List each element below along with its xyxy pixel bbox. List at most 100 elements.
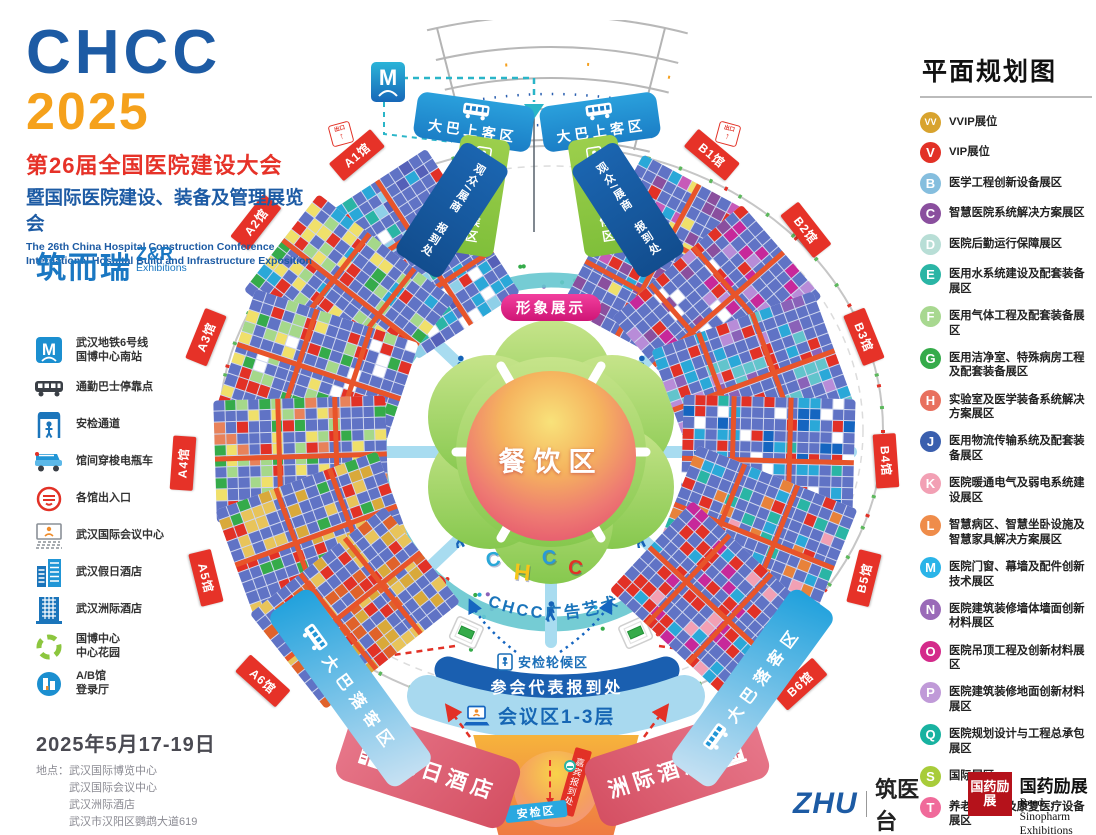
- booth: [364, 429, 375, 441]
- facility-label: 武汉假日酒店: [76, 566, 142, 579]
- booth: [363, 396, 374, 407]
- facility-label: 国博中心 中心花园: [76, 633, 120, 659]
- booth: [706, 395, 718, 406]
- security-wait-bottom: 安检轮候区: [497, 652, 588, 671]
- zone-badge-G: G: [920, 347, 941, 369]
- address-line: 武汉国际博览中心: [69, 765, 157, 777]
- zone-badge-N: N: [920, 598, 941, 620]
- legend-item-F: F 医用气体工程及配套装备展区: [920, 305, 1092, 338]
- booth: [694, 428, 705, 439]
- booth: [842, 488, 854, 499]
- booth: [238, 467, 250, 478]
- booth: [773, 464, 785, 475]
- booth: [363, 418, 375, 430]
- booth: [284, 465, 296, 477]
- conference-area-text: 会议区1-3层: [498, 707, 616, 728]
- booth: [364, 440, 376, 452]
- booth: [820, 442, 832, 454]
- booth: [798, 420, 809, 431]
- sinopharm-name: 国药励展: [1019, 777, 1088, 796]
- booth: [283, 443, 295, 454]
- zone-label: 医院门窗、幕墙及配件创新技术展区: [949, 560, 1085, 588]
- organizer-name-cn: 筑而瑞: [36, 252, 132, 285]
- facility-label: 武汉国际会议中心: [76, 529, 164, 542]
- booth: [832, 420, 844, 432]
- booth: [341, 441, 353, 453]
- bus-dropoff-band-right: 大巴落客区: [668, 585, 837, 791]
- booth: [752, 396, 764, 407]
- metro-icon: M: [32, 336, 66, 366]
- facility-item: 武汉洲际酒店: [32, 595, 222, 625]
- booth: [226, 445, 237, 456]
- entrance-icon: [32, 484, 66, 514]
- conference-title-en: The 26th China Hospital Construction Con…: [26, 241, 312, 267]
- zone-badge-E: E: [920, 264, 941, 285]
- booth: [283, 432, 295, 443]
- booth: [247, 399, 259, 411]
- booth: [844, 410, 856, 421]
- metro-letter: M: [378, 65, 398, 90]
- facility-label: 安检通道: [76, 418, 120, 431]
- booth: [751, 429, 763, 441]
- security-gate-icon: [32, 410, 66, 440]
- sinopharm-logo: 国药励展 国药励展 Reed Sinopharm Exhibitions: [968, 772, 1096, 835]
- booth: [717, 417, 729, 429]
- booth: [305, 409, 317, 420]
- booth: [293, 398, 305, 409]
- legend-item-N: N 医院建筑装修墙体墙面创新材料展区: [920, 598, 1092, 631]
- booth: [282, 409, 294, 421]
- booth: [224, 400, 236, 411]
- booth: [716, 440, 728, 451]
- booth: [317, 431, 329, 442]
- address-line: 武汉洲际酒店: [69, 799, 135, 812]
- booth: [808, 465, 820, 476]
- booth: [352, 430, 364, 441]
- bus-pickup-band-right: 大巴上客区: [538, 91, 662, 153]
- booth: [832, 432, 844, 443]
- booth: [763, 407, 775, 419]
- hall-label-B3馆: B3馆: [843, 307, 885, 367]
- zone-badge-O: O: [920, 640, 941, 662]
- booth: [352, 441, 364, 452]
- booth: [831, 476, 842, 488]
- metro-bridge-icon: [378, 90, 398, 97]
- booth: [717, 429, 728, 440]
- facility-item: M 武汉地铁6号线 国博中心南站: [32, 336, 222, 366]
- legend-item-L: L 智慧病区、智慧坐卧设施及智慧家具解决方案展区: [920, 515, 1092, 547]
- legend-divider: [920, 96, 1092, 98]
- zone-badge-T: T: [920, 796, 941, 818]
- booth: [694, 394, 706, 406]
- laptop-icon: [463, 705, 490, 725]
- booth: [808, 476, 819, 487]
- zone-label: 医用气体工程及配套装备展区: [949, 309, 1085, 337]
- booth: [259, 421, 271, 433]
- intercontinental-icon: [32, 595, 66, 625]
- booth: [843, 432, 855, 443]
- organizer-sub: Exhibitions: [136, 262, 187, 274]
- booth: [249, 444, 260, 455]
- zone-badge-S: S: [920, 766, 941, 788]
- booth: [821, 398, 833, 409]
- booth: [774, 430, 786, 442]
- registration-band: [434, 656, 680, 702]
- partner-logos: ZHU 筑医台 为中国建设更好的医院 国药励展 国药励展 Reed Sinoph…: [793, 772, 1096, 835]
- bus-dropoff-band-left: 大巴落客区: [266, 585, 435, 791]
- plaza-arrow: [546, 760, 554, 806]
- legend-item-P: P 医院建筑装修地面创新材料展区: [920, 682, 1092, 714]
- shuttle-icon: [32, 447, 66, 477]
- facility-item: 馆间穿梭电瓶车: [32, 447, 222, 477]
- branding-block: CHCC 2025 第26届全国医院建设大会 暨国际医院建设、装备及管理展览会 …: [26, 22, 316, 268]
- zone-label: 医院建筑装修墙体墙面创新材料展区: [949, 602, 1085, 630]
- event-info: 2025年5月17-19日 地点： 武汉国际博览中心 武汉国际会议中心 武汉洲际酒店…: [36, 728, 216, 831]
- bus-icon: [462, 102, 490, 121]
- legend-item-VV: VV VVIP展位: [920, 111, 1092, 133]
- bus-icon: [703, 723, 728, 750]
- bus-pickup-band-left: 大巴上客区: [412, 91, 536, 153]
- bus-icon: [584, 102, 612, 121]
- booth: [809, 442, 820, 454]
- conference-area-label: 会议区1-3层: [463, 702, 615, 729]
- legend-item-E: E 医用水系统建设及配套装备展区: [920, 264, 1092, 296]
- booth: [694, 406, 706, 417]
- legend-item-O: O 医院吊顶工程及创新材料展区: [920, 640, 1092, 673]
- garden-icon: [32, 632, 66, 662]
